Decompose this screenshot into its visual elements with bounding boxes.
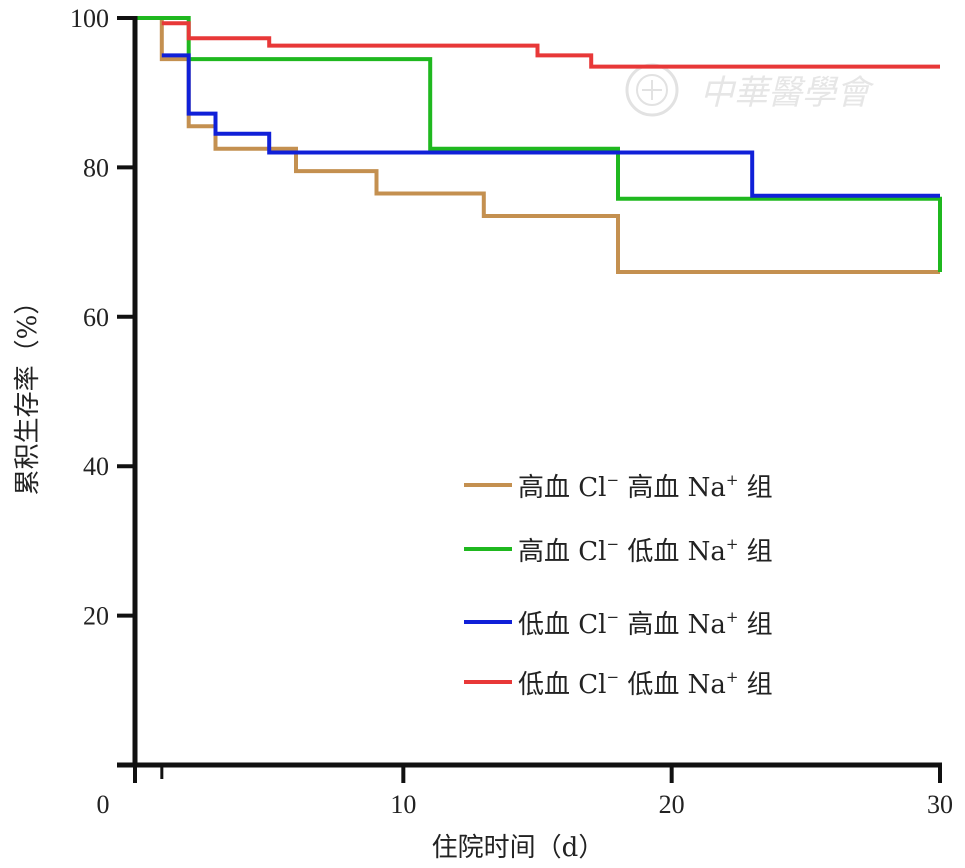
y-tick-label-20: 20 xyxy=(83,602,109,631)
legend-item-3: 低血 Cl− 高血 Na+ 组 xyxy=(464,608,773,640)
x-tick-label-0: 0 xyxy=(97,790,110,819)
legend-label-sup-b: + xyxy=(726,471,739,489)
legend-label-sup-b: + xyxy=(726,668,739,686)
legend-item-4: 低血 Cl− 低血 Na+ 组 xyxy=(464,668,773,700)
legend-label-name-a: 低血 Cl xyxy=(518,610,606,640)
axes-layer: 20 40 60 80 100 0 10 20 30 xyxy=(70,4,953,819)
series-line-1 xyxy=(135,16,940,274)
x-axis-title: 住院时间（d） xyxy=(432,833,605,863)
x-tick-label-30: 30 xyxy=(927,790,953,819)
seal-logo-icon xyxy=(625,63,679,117)
watermark: 中華醫學會 xyxy=(625,63,875,117)
x-tick-label-20: 20 xyxy=(659,790,685,819)
legend-label-name-c: 组 xyxy=(738,537,772,567)
legend-label-name-b: 低血 Na xyxy=(619,670,726,700)
legend-label-name-c: 组 xyxy=(738,670,772,700)
legend-label: 低血 Cl− 高血 Na+ 组 xyxy=(518,608,773,640)
legend: 高血 Cl− 高血 Na+ 组高血 Cl− 低血 Na+ 组低血 Cl− 高血 … xyxy=(464,471,773,700)
legend-label: 高血 Cl− 高血 Na+ 组 xyxy=(518,471,773,503)
legend-label-sup-a: − xyxy=(606,471,619,489)
legend-label-name-b: 低血 Na xyxy=(619,537,726,567)
legend-label: 低血 Cl− 低血 Na+ 组 xyxy=(518,668,773,700)
y-tick-label-80: 80 xyxy=(83,153,109,182)
legend-label-name-c: 组 xyxy=(738,610,772,640)
legend-label-sup-a: − xyxy=(606,668,619,686)
y-tick-label-100: 100 xyxy=(70,4,109,33)
legend-label-name-a: 低血 Cl xyxy=(518,670,606,700)
legend-label-sup-a: − xyxy=(606,535,619,553)
y-axis-title: 累积生存率（%） xyxy=(13,289,43,496)
legend-label: 高血 Cl− 低血 Na+ 组 xyxy=(518,535,773,567)
series-line-4 xyxy=(161,21,940,69)
legend-label-name-a: 高血 Cl xyxy=(518,537,606,567)
y-tick-label-60: 60 xyxy=(83,303,109,332)
series-line-3 xyxy=(161,53,940,198)
series-layer xyxy=(135,16,942,274)
legend-item-1: 高血 Cl− 高血 Na+ 组 xyxy=(464,471,773,503)
legend-label-sup-b: + xyxy=(726,608,739,626)
y-tick-label-40: 40 xyxy=(83,452,109,481)
legend-label-name-b: 高血 Na xyxy=(619,610,726,640)
x-tick-label-10: 10 xyxy=(390,790,416,819)
legend-label-sup-a: − xyxy=(606,608,619,626)
legend-label-name-a: 高血 Cl xyxy=(518,473,606,503)
legend-label-name-c: 组 xyxy=(738,473,772,503)
legend-label-sup-b: + xyxy=(726,535,739,553)
legend-item-2: 高血 Cl− 低血 Na+ 组 xyxy=(464,535,773,567)
watermark-text: 中華醫學會 xyxy=(700,73,875,113)
legend-label-name-b: 高血 Na xyxy=(619,473,726,503)
